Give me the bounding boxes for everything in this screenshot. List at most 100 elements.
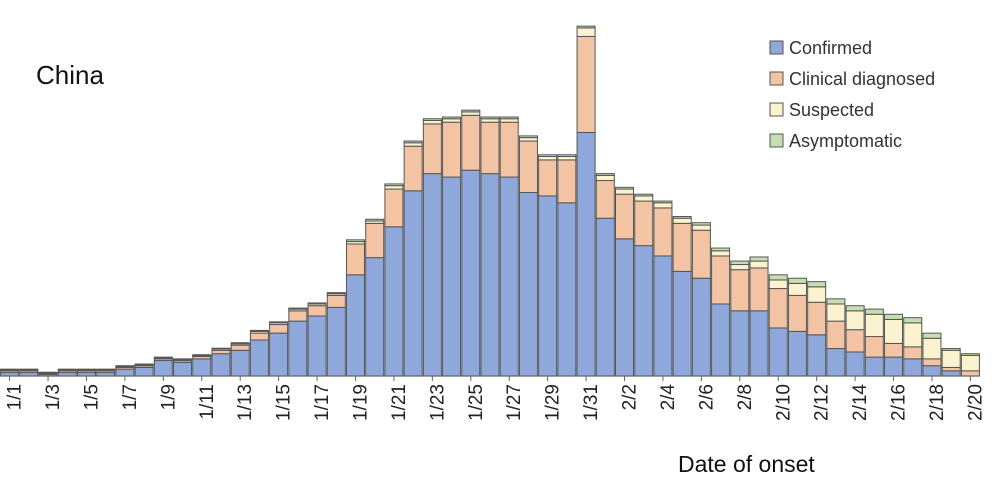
bar-1-31-clinical-diagnosed <box>576 35 596 133</box>
bar-2-19-asymptomatic <box>941 348 961 351</box>
bar-2-4-asymptomatic <box>653 200 673 204</box>
x-tick-label-1-13: 1/13 <box>235 384 256 421</box>
bar-1-30-clinical-diagnosed <box>557 159 577 204</box>
bar-2-16-suspected <box>884 318 904 344</box>
bar-1-15-clinical-diagnosed <box>269 324 289 334</box>
bar-1-27-suspected <box>499 118 519 123</box>
bar-1-8-asymptomatic <box>134 363 154 366</box>
bar-1-16-confirmed <box>288 320 308 377</box>
bar-2-19-confirmed <box>941 370 961 377</box>
bar-2-9-confirmed <box>749 310 769 377</box>
bar-2-15-clinical-diagnosed <box>864 336 884 358</box>
x-tick-label-1-11: 1/11 <box>197 384 218 420</box>
x-tick-label-1-1: 1/1 <box>5 384 26 410</box>
bar-2-1-clinical-diagnosed <box>595 179 615 219</box>
bar-2-7-confirmed <box>711 303 731 377</box>
bar-2-4-confirmed <box>653 255 673 377</box>
legend-swatch-clinical-diagnosed <box>769 71 784 86</box>
bar-1-14-clinical-diagnosed <box>249 332 269 341</box>
bar-1-21-suspected <box>384 185 404 190</box>
bar-1-20-clinical-diagnosed <box>365 222 385 259</box>
x-tick-label-2-12: 2/12 <box>812 384 833 421</box>
bar-1-1-asymptomatic <box>0 368 20 371</box>
bar-2-3-clinical-diagnosed <box>634 200 654 247</box>
bar-1-4-asymptomatic <box>57 368 77 371</box>
bar-2-2-suspected <box>615 188 635 195</box>
bar-1-27-confirmed <box>499 176 519 377</box>
bar-1-12-asymptomatic <box>211 347 231 350</box>
bar-1-20-asymptomatic <box>365 218 385 222</box>
bar-1-13-asymptomatic <box>230 342 250 345</box>
legend-swatch-confirmed <box>769 40 784 55</box>
x-tick-label-1-27: 1/27 <box>504 384 525 421</box>
bar-1-17-asymptomatic <box>307 302 327 305</box>
bar-2-16-asymptomatic <box>884 313 904 320</box>
bar-1-13-confirmed <box>230 349 250 377</box>
bar-2-13-asymptomatic <box>826 298 846 305</box>
bar-2-11-clinical-diagnosed <box>787 294 807 332</box>
bar-2-11-suspected <box>787 282 807 296</box>
bar-2-3-suspected <box>634 195 654 202</box>
legend-label-asymptomatic: Asymptomatic <box>789 131 902 151</box>
x-tick-label-2-16: 2/16 <box>889 384 910 421</box>
bar-1-28-confirmed <box>518 192 538 377</box>
bar-1-15-asymptomatic <box>269 321 289 324</box>
bar-2-12-clinical-diagnosed <box>807 301 827 336</box>
bar-1-26-asymptomatic <box>480 116 500 120</box>
bar-2-4-suspected <box>653 202 673 209</box>
bar-2-10-confirmed <box>768 327 788 377</box>
bar-1-24-asymptomatic <box>442 116 462 120</box>
bar-2-16-clinical-diagnosed <box>884 342 904 358</box>
bar-2-7-suspected <box>711 250 731 257</box>
bar-2-15-asymptomatic <box>864 308 884 315</box>
bar-1-28-clinical-diagnosed <box>518 140 538 194</box>
bar-2-19-suspected <box>941 349 961 368</box>
legend-swatch-suspected <box>769 102 784 117</box>
bar-1-23-asymptomatic <box>422 118 442 121</box>
bar-1-30-asymptomatic <box>557 154 577 157</box>
bar-2-14-confirmed <box>845 351 865 377</box>
x-tick-label-2-6: 2/6 <box>696 384 717 410</box>
bar-2-4-clinical-diagnosed <box>653 207 673 257</box>
x-tick-label-2-20: 2/20 <box>965 384 986 421</box>
bar-2-17-clinical-diagnosed <box>903 346 923 360</box>
bar-2-1-asymptomatic <box>595 173 615 176</box>
bar-1-7-confirmed <box>115 368 135 377</box>
bar-1-30-confirmed <box>557 202 577 377</box>
x-tick-label-1-25: 1/25 <box>466 384 487 421</box>
bar-1-27-asymptomatic <box>499 116 519 120</box>
bar-2-5-asymptomatic <box>672 216 692 219</box>
x-tick-label-1-7: 1/7 <box>120 384 141 410</box>
bar-1-16-clinical-diagnosed <box>288 310 308 322</box>
bar-1-23-clinical-diagnosed <box>422 123 442 175</box>
bar-1-22-confirmed <box>403 190 423 377</box>
bar-1-30-suspected <box>557 155 577 161</box>
bars-group <box>0 25 980 377</box>
bar-2-13-suspected <box>826 303 846 322</box>
bar-1-17-confirmed <box>307 315 327 377</box>
bar-2-5-clinical-diagnosed <box>672 222 692 272</box>
bar-1-11-asymptomatic <box>192 354 212 356</box>
bar-1-21-confirmed <box>384 226 404 377</box>
bar-1-21-asymptomatic <box>384 183 404 187</box>
bar-1-14-confirmed <box>249 339 269 377</box>
bar-2-15-suspected <box>864 313 884 338</box>
bar-1-12-confirmed <box>211 353 231 377</box>
bar-2-20-clinical-diagnosed <box>960 370 980 377</box>
bar-2-17-suspected <box>903 322 923 348</box>
bar-1-12-clinical-diagnosed <box>211 349 231 355</box>
bar-1-29-clinical-diagnosed <box>538 159 558 197</box>
bar-2-6-clinical-diagnosed <box>691 229 711 279</box>
bar-2-9-clinical-diagnosed <box>749 267 769 312</box>
bar-2-14-asymptomatic <box>845 305 865 312</box>
bar-1-19-clinical-diagnosed <box>345 243 366 276</box>
bar-1-24-clinical-diagnosed <box>442 121 462 178</box>
bar-1-24-confirmed <box>442 176 462 377</box>
bar-1-9-confirmed <box>153 360 173 377</box>
x-axis-ticks <box>9 376 971 381</box>
bar-2-8-clinical-diagnosed <box>730 269 750 312</box>
bar-1-18-confirmed <box>326 306 346 377</box>
x-tick-label-1-3: 1/3 <box>43 384 64 410</box>
bar-1-18-asymptomatic <box>326 292 346 295</box>
bar-2-3-asymptomatic <box>634 193 654 197</box>
